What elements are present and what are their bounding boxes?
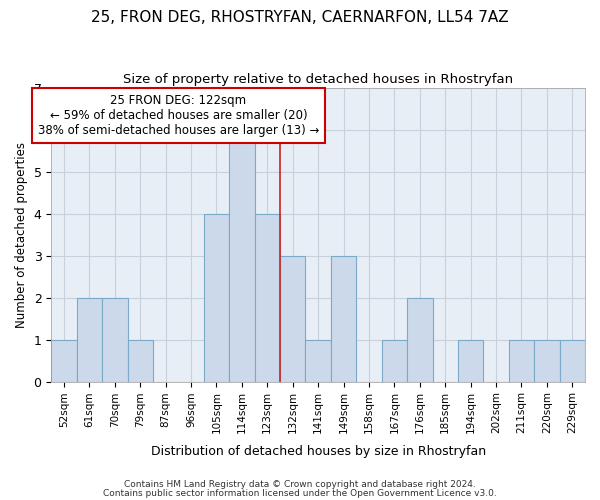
Bar — [102, 298, 128, 382]
Title: Size of property relative to detached houses in Rhostryfan: Size of property relative to detached ho… — [123, 72, 513, 86]
Text: 25, FRON DEG, RHOSTRYFAN, CAERNARFON, LL54 7AZ: 25, FRON DEG, RHOSTRYFAN, CAERNARFON, LL… — [91, 10, 509, 25]
Y-axis label: Number of detached properties: Number of detached properties — [15, 142, 28, 328]
Bar — [229, 130, 254, 382]
Bar — [204, 214, 229, 382]
Bar — [77, 298, 102, 382]
Bar — [254, 214, 280, 382]
Bar — [407, 298, 433, 382]
Bar — [509, 340, 534, 382]
Bar — [51, 340, 77, 382]
Bar — [458, 340, 484, 382]
Bar — [305, 340, 331, 382]
Text: 25 FRON DEG: 122sqm
← 59% of detached houses are smaller (20)
38% of semi-detach: 25 FRON DEG: 122sqm ← 59% of detached ho… — [38, 94, 319, 138]
Bar — [128, 340, 153, 382]
Bar — [560, 340, 585, 382]
Text: Contains HM Land Registry data © Crown copyright and database right 2024.: Contains HM Land Registry data © Crown c… — [124, 480, 476, 489]
Bar — [331, 256, 356, 382]
X-axis label: Distribution of detached houses by size in Rhostryfan: Distribution of detached houses by size … — [151, 444, 486, 458]
Bar — [382, 340, 407, 382]
Bar — [534, 340, 560, 382]
Text: Contains public sector information licensed under the Open Government Licence v3: Contains public sector information licen… — [103, 488, 497, 498]
Bar — [280, 256, 305, 382]
